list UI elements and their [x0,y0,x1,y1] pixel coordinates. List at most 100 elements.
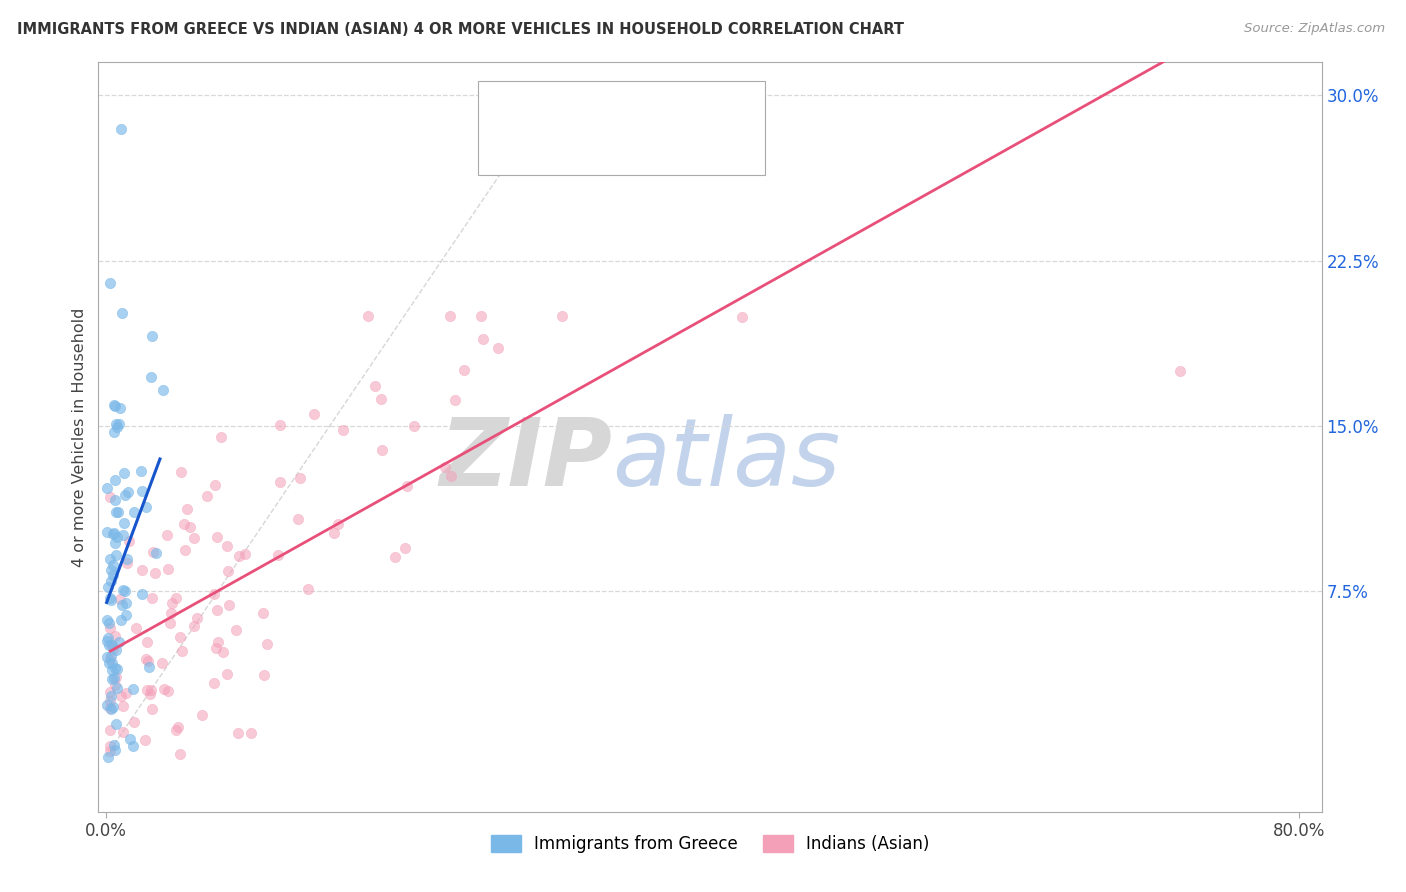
Text: IMMIGRANTS FROM GREECE VS INDIAN (ASIAN) 4 OR MORE VEHICLES IN HOUSEHOLD CORRELA: IMMIGRANTS FROM GREECE VS INDIAN (ASIAN)… [17,22,904,37]
Point [225,624,247,638]
Point [100,574,122,588]
Point [131,484,153,499]
Point [122,714,145,729]
Point [332,423,354,437]
Point [98,652,121,666]
Point [150,656,173,670]
Point [98,621,121,635]
Point [215,667,238,681]
Point [157,562,180,576]
Point [444,392,467,407]
Point [215,539,238,553]
Point [239,726,262,740]
Point [100,689,122,703]
Point [297,582,319,596]
Point [96,481,118,495]
Point [105,505,128,519]
Point [131,587,153,601]
Point [111,598,134,612]
Point [100,639,122,653]
Point [104,743,127,757]
Point [105,417,128,432]
Point [98,639,121,653]
Point [107,420,129,434]
Point [101,700,124,714]
Point [453,363,475,377]
Point [394,541,416,555]
Point [101,656,124,670]
Point [105,530,128,544]
Point [98,276,121,290]
Point [195,489,218,503]
Point [96,525,118,540]
Point [396,479,419,493]
Point [205,530,228,544]
Point [104,473,127,487]
Point [157,683,180,698]
Point [363,379,385,393]
Point [124,621,146,635]
Point [115,556,138,570]
Point [96,613,118,627]
Point [159,615,181,630]
Point [269,418,291,433]
Point [98,591,121,605]
Point [118,534,141,549]
Point [103,678,125,692]
Point [104,661,127,675]
Point [98,739,121,753]
Point [104,549,127,563]
Point [170,643,193,657]
Point [108,401,131,415]
Point [104,629,127,643]
Point [101,664,124,678]
Point [104,717,127,731]
Point [209,430,232,444]
Point [97,631,120,645]
Text: ZIP: ZIP [439,414,612,506]
Point [110,690,132,704]
Point [202,587,225,601]
Point [110,121,132,136]
Point [98,656,121,670]
Point [384,549,406,564]
Point [228,549,250,563]
Point [207,635,229,649]
Point [138,660,160,674]
Legend: Immigrants from Greece, Indians (Asian): Immigrants from Greece, Indians (Asian) [484,828,936,860]
Point [152,383,174,397]
Point [98,701,121,715]
Point [166,720,188,734]
Point [97,749,120,764]
Point [433,459,456,474]
Point [288,471,311,485]
Point [141,702,163,716]
Point [471,332,494,346]
Point [136,683,159,698]
Point [112,724,135,739]
Point [104,643,127,657]
Point [100,593,122,607]
Point [104,399,127,413]
Point [110,613,132,627]
Point [135,500,157,514]
Point [110,591,132,606]
Point [115,596,138,610]
Point [370,392,392,406]
Point [439,309,461,323]
Point [190,708,212,723]
Point [103,738,125,752]
Point [134,733,156,747]
Point [105,670,128,684]
Point [169,630,191,644]
Point [122,682,145,697]
Point [107,417,129,431]
Point [122,504,145,518]
Point [174,542,197,557]
Point [256,637,278,651]
Point [97,580,120,594]
Point [160,596,183,610]
Point [169,747,191,762]
Point [205,603,228,617]
Point [122,739,145,753]
